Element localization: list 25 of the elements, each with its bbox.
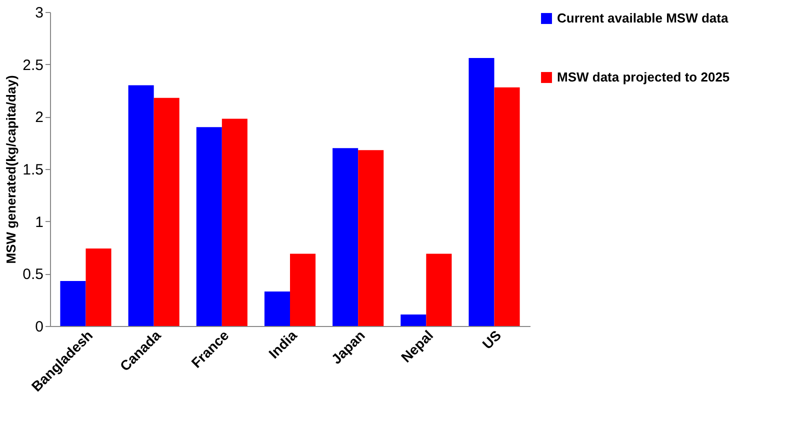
y-tick-label: 1.5	[22, 162, 44, 178]
bar	[60, 280, 86, 326]
bar	[154, 98, 180, 326]
bar	[494, 87, 520, 326]
y-tick-label: 2	[35, 109, 44, 126]
bar	[400, 314, 426, 326]
bar	[332, 148, 358, 326]
y-tick-label: 2.5	[22, 56, 44, 74]
bar	[468, 58, 494, 326]
bar	[222, 118, 248, 326]
y-tick-label: 3	[35, 4, 44, 22]
bar	[128, 85, 154, 326]
legend-label: MSW data projected to 2025	[557, 70, 730, 84]
bar	[264, 291, 290, 326]
y-tick-label: 1	[35, 214, 44, 231]
bar	[290, 254, 316, 326]
x-tick-label: US	[479, 327, 504, 352]
y-tick-label: 0	[35, 318, 44, 336]
y-axis-title: MSW generated(kg/capita/day)	[4, 75, 19, 264]
bar	[86, 248, 112, 326]
y-tick-label: 0.5	[22, 266, 44, 284]
legend-label: Current available MSW data	[557, 10, 729, 26]
bar	[426, 254, 452, 326]
bar	[358, 150, 384, 326]
bar	[196, 127, 222, 326]
